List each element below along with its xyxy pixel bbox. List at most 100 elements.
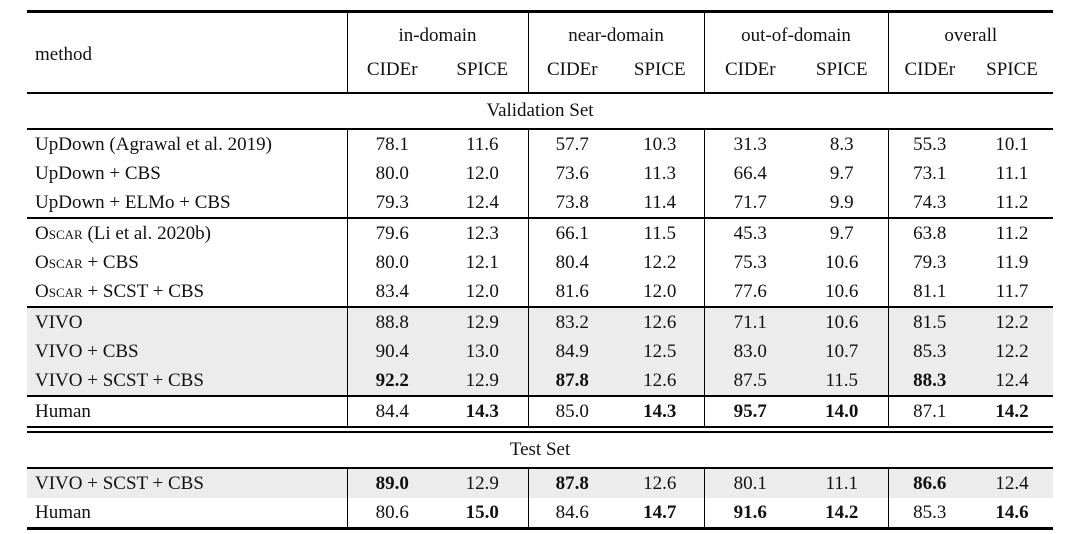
method-label-smallcaps: Oscar — [35, 280, 83, 302]
table-header: method in-domain near-domain out-of-doma… — [27, 11, 1054, 94]
table-row: Human 84.4 14.3 85.0 14.3 95.7 14.0 87.1 14.2 — [27, 395, 1054, 430]
metric-cell: 12.4 — [465, 191, 499, 213]
metric-cell: 10.6 — [825, 251, 859, 273]
group-header-out-of-domain: out-of-domain — [703, 11, 889, 53]
metric-cell: 85.0 — [527, 395, 617, 430]
method-cell: Oscar + CBS — [27, 248, 347, 277]
metric-cell: 57.7 — [527, 129, 617, 159]
metric-cell: 11.7 — [995, 280, 1029, 302]
metric-cell: 79.3 — [346, 188, 437, 218]
metric-cell: 74.3 — [887, 188, 972, 218]
method-label-smallcaps: Oscar — [35, 251, 83, 273]
metric-header-cider: CIDEr — [887, 53, 972, 94]
metric-cell: 88.8 — [346, 306, 437, 337]
metric-cell: 14.0 — [796, 395, 889, 430]
metric-cell: 14.3 — [616, 395, 705, 430]
table-row: Oscar + SCST + CBS 83.4 12.0 81.6 12.0 77.6 10… — [27, 277, 1053, 307]
metric-cell: 84.4 — [346, 395, 437, 430]
method-cell: Human — [27, 395, 347, 430]
table-row: VIVO 88.8 12.9 83.2 12.6 71.1 10.6 81.5 12.2 — [27, 306, 1054, 337]
section-title-row: Test Set — [27, 426, 1054, 469]
metric-cell: 14.3 — [437, 395, 529, 430]
metric-cell: 85.3 — [887, 337, 972, 366]
method-label: UpDown + CBS — [35, 162, 161, 184]
metric-cell: 10.3 — [643, 133, 677, 155]
metric-cell: 45.3 — [703, 217, 797, 248]
method-cell: UpDown + ELMo + CBS — [27, 188, 347, 218]
metric-cell: 13.0 — [437, 337, 529, 366]
table-row: Human 80.6 15.0 84.6 14.7 91.6 14.2 85.3 14.6 — [27, 498, 1053, 529]
metric-cell: 78.1 — [346, 129, 437, 159]
metric-cell: 89.0 — [346, 468, 437, 498]
method-label: UpDown + ELMo + CBS — [35, 191, 231, 213]
metric-cell: 12.9 — [437, 468, 529, 498]
metric-cell: 81.1 — [887, 277, 972, 307]
metric-cell: 11.2 — [995, 191, 1029, 213]
metric-cell: 11.5 — [616, 217, 705, 248]
metric-header-spice: SPICE — [796, 53, 889, 94]
metric-cell: 12.2 — [971, 337, 1054, 366]
metric-cell: 10.1 — [995, 133, 1029, 155]
metric-cell: 11.4 — [643, 191, 677, 213]
method-cell: VIVO + SCST + CBS — [27, 468, 347, 498]
method-cell: VIVO + SCST + CBS — [27, 366, 347, 396]
metric-cell: 10.7 — [796, 337, 889, 366]
metric-cell: 10.6 — [825, 280, 859, 302]
metric-cell: 81.5 — [887, 306, 972, 337]
metric-cell: 12.9 — [437, 366, 529, 396]
method-label-smallcaps: Oscar — [35, 222, 83, 244]
metric-cell: 95.7 — [703, 395, 797, 430]
method-label: (Li et al. 2020b) — [82, 222, 211, 244]
method-cell: Oscar + SCST + CBS — [27, 277, 347, 307]
results-tbody: Validation Set UpDown (Agrawal et al. 201… — [27, 93, 1054, 529]
metric-cell: 77.6 — [703, 277, 797, 307]
metric-cell: 79.3 — [887, 248, 972, 277]
metric-cell: 11.9 — [995, 251, 1029, 273]
metric-cell: 14.2 — [971, 395, 1054, 430]
metric-header-spice: SPICE — [971, 53, 1054, 94]
table-row: UpDown + ELMo + CBS 79.3 12.4 73.8 11.4 71.7 9… — [27, 188, 1053, 218]
table-row: VIVO + SCST + CBS 89.0 12.9 87.8 12.6 80.1 11.… — [27, 468, 1054, 498]
metric-cell: 87.1 — [887, 395, 972, 430]
metric-cell: 87.8 — [527, 468, 617, 498]
method-label: Human — [35, 400, 91, 422]
metric-header-spice: SPICE — [437, 53, 529, 94]
section-title: Test Set — [27, 426, 1054, 469]
metric-cell: 11.2 — [971, 217, 1054, 248]
method-label: UpDown (Agrawal et al. 2019) — [35, 133, 272, 155]
results-table: method in-domain near-domain out-of-doma… — [27, 10, 1054, 530]
metric-cell: 9.7 — [829, 162, 854, 184]
metric-cell: 80.0 — [346, 248, 437, 277]
metric-cell: 9.7 — [796, 217, 889, 248]
metric-cell: 80.4 — [527, 248, 617, 277]
metric-cell: 66.1 — [527, 217, 617, 248]
metric-cell: 73.6 — [527, 159, 617, 188]
method-cell: VIVO — [27, 306, 347, 337]
table-row: UpDown + CBS 80.0 12.0 73.6 11.3 66.4 9.7 73.1 1… — [27, 159, 1053, 188]
method-cell: VIVO + CBS — [27, 337, 347, 366]
metric-cell: 63.8 — [887, 217, 972, 248]
method-cell: Oscar (Li et al. 2020b) — [27, 217, 347, 248]
metric-cell: 55.3 — [887, 129, 972, 159]
metric-cell: 86.6 — [887, 468, 972, 498]
metric-cell: 79.6 — [346, 217, 437, 248]
metric-cell: 15.0 — [465, 501, 499, 523]
metric-cell: 12.3 — [437, 217, 529, 248]
metric-cell: 75.3 — [703, 248, 797, 277]
metric-cell: 12.2 — [971, 306, 1054, 337]
metric-cell: 92.2 — [346, 366, 437, 396]
metric-cell: 11.5 — [796, 366, 889, 396]
metric-cell: 87.8 — [527, 366, 617, 396]
metric-cell: 73.1 — [887, 159, 972, 188]
metric-cell: 14.2 — [825, 501, 859, 523]
metric-cell: 12.4 — [971, 468, 1054, 498]
metric-cell: 10.6 — [796, 306, 889, 337]
metric-cell: 83.4 — [346, 277, 437, 307]
metric-cell: 80.1 — [703, 468, 797, 498]
metric-cell: 80.6 — [346, 498, 437, 529]
metric-cell: 87.5 — [703, 366, 797, 396]
metric-cell: 12.0 — [465, 280, 499, 302]
metric-cell: 12.6 — [616, 306, 705, 337]
metric-cell: 84.9 — [527, 337, 617, 366]
